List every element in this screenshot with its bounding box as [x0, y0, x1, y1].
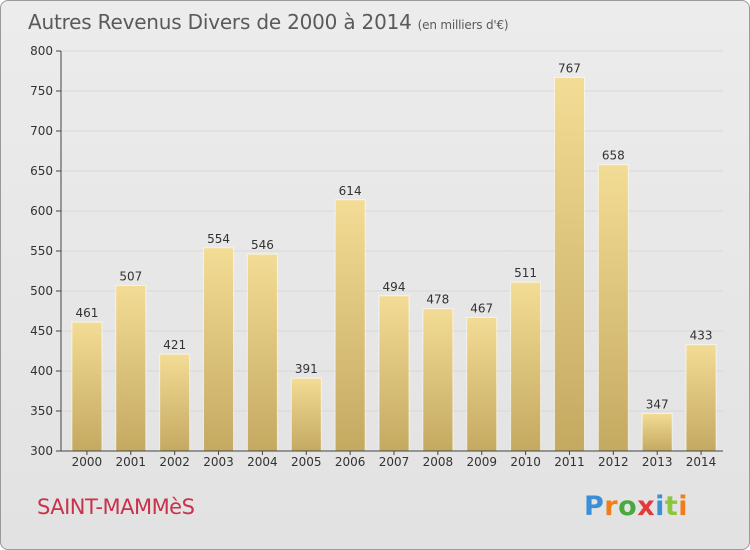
data-label: 494 [383, 280, 406, 294]
data-label: 433 [690, 329, 713, 343]
y-tick-label: 550 [30, 244, 53, 258]
bar-2005 [290, 377, 322, 452]
data-label: 546 [251, 238, 274, 252]
y-tick-label: 350 [30, 404, 53, 418]
data-label: 658 [602, 149, 625, 163]
data-label: 511 [514, 266, 537, 280]
logo-letter: i [655, 491, 665, 522]
commune-name: SAINT-MAMMèS [37, 495, 195, 519]
y-tick-label: 750 [30, 84, 53, 98]
data-label: 391 [295, 362, 318, 376]
logo-letter: P [584, 491, 605, 522]
y-tick-label: 450 [30, 324, 53, 338]
x-tick-label: 2014 [686, 455, 717, 469]
y-tick-label: 600 [30, 204, 53, 218]
x-tick-label: 2005 [291, 455, 322, 469]
bars [71, 76, 717, 452]
bar-2006 [334, 199, 366, 452]
x-tick-label: 2003 [203, 455, 234, 469]
data-label: 614 [339, 184, 362, 198]
x-tick-label: 2004 [247, 455, 278, 469]
data-label: 421 [163, 338, 186, 352]
data-label: 507 [119, 269, 142, 283]
x-tick-label: 2006 [335, 455, 366, 469]
y-tick-label: 800 [30, 44, 53, 58]
bar-2012 [597, 164, 629, 452]
bar-2003 [203, 247, 235, 452]
labels: 300 350 400 450 500 550 600 650 700 750 800 461 2000… [30, 44, 716, 469]
data-label: 467 [470, 301, 493, 315]
data-label: 347 [646, 397, 669, 411]
x-tick-label: 2012 [598, 455, 629, 469]
logo-letter: r [604, 491, 619, 522]
bar-2013 [641, 412, 673, 452]
bar-2010 [510, 281, 542, 452]
bar-2014 [685, 344, 717, 452]
data-label: 767 [558, 61, 581, 75]
logo-letter: x [637, 491, 656, 522]
data-label: 478 [426, 293, 449, 307]
title-unit: (en milliers d'€) [417, 18, 509, 32]
x-tick-label: 2013 [642, 455, 673, 469]
x-tick-label: 2010 [510, 455, 541, 469]
axes [56, 50, 723, 455]
data-label: 461 [75, 306, 98, 320]
logo-letter: o [618, 491, 638, 522]
bar-2007 [378, 295, 410, 452]
x-tick-label: 2001 [116, 455, 147, 469]
x-tick-label: 2009 [466, 455, 497, 469]
x-tick-label: 2007 [379, 455, 410, 469]
logo-letter: i [678, 491, 689, 522]
x-tick-label: 2008 [423, 455, 454, 469]
x-tick-label: 2000 [72, 455, 103, 469]
y-tick-label: 300 [30, 444, 53, 458]
bar-2004 [246, 253, 278, 452]
bar-2001 [115, 284, 147, 452]
bar-2011 [553, 76, 585, 452]
y-tick-label: 500 [30, 284, 53, 298]
y-tick-label: 400 [30, 364, 53, 378]
y-tick-label: 650 [30, 164, 53, 178]
chart-title: Autres Revenus Divers de 2000 à 2014 (en … [28, 10, 509, 34]
data-label: 554 [207, 232, 230, 246]
logo-letter: t [664, 491, 679, 522]
bar-2009 [466, 316, 498, 452]
bar-2008 [422, 308, 454, 452]
bar-2000 [71, 321, 103, 452]
x-tick-label: 2011 [554, 455, 585, 469]
bar-2002 [159, 353, 191, 452]
y-tick-label: 700 [30, 124, 53, 138]
proxiti-logo[interactable]: Proxiti [584, 491, 688, 522]
title-text: Autres Revenus Divers de 2000 à 2014 [28, 10, 412, 34]
x-tick-label: 2002 [159, 455, 190, 469]
